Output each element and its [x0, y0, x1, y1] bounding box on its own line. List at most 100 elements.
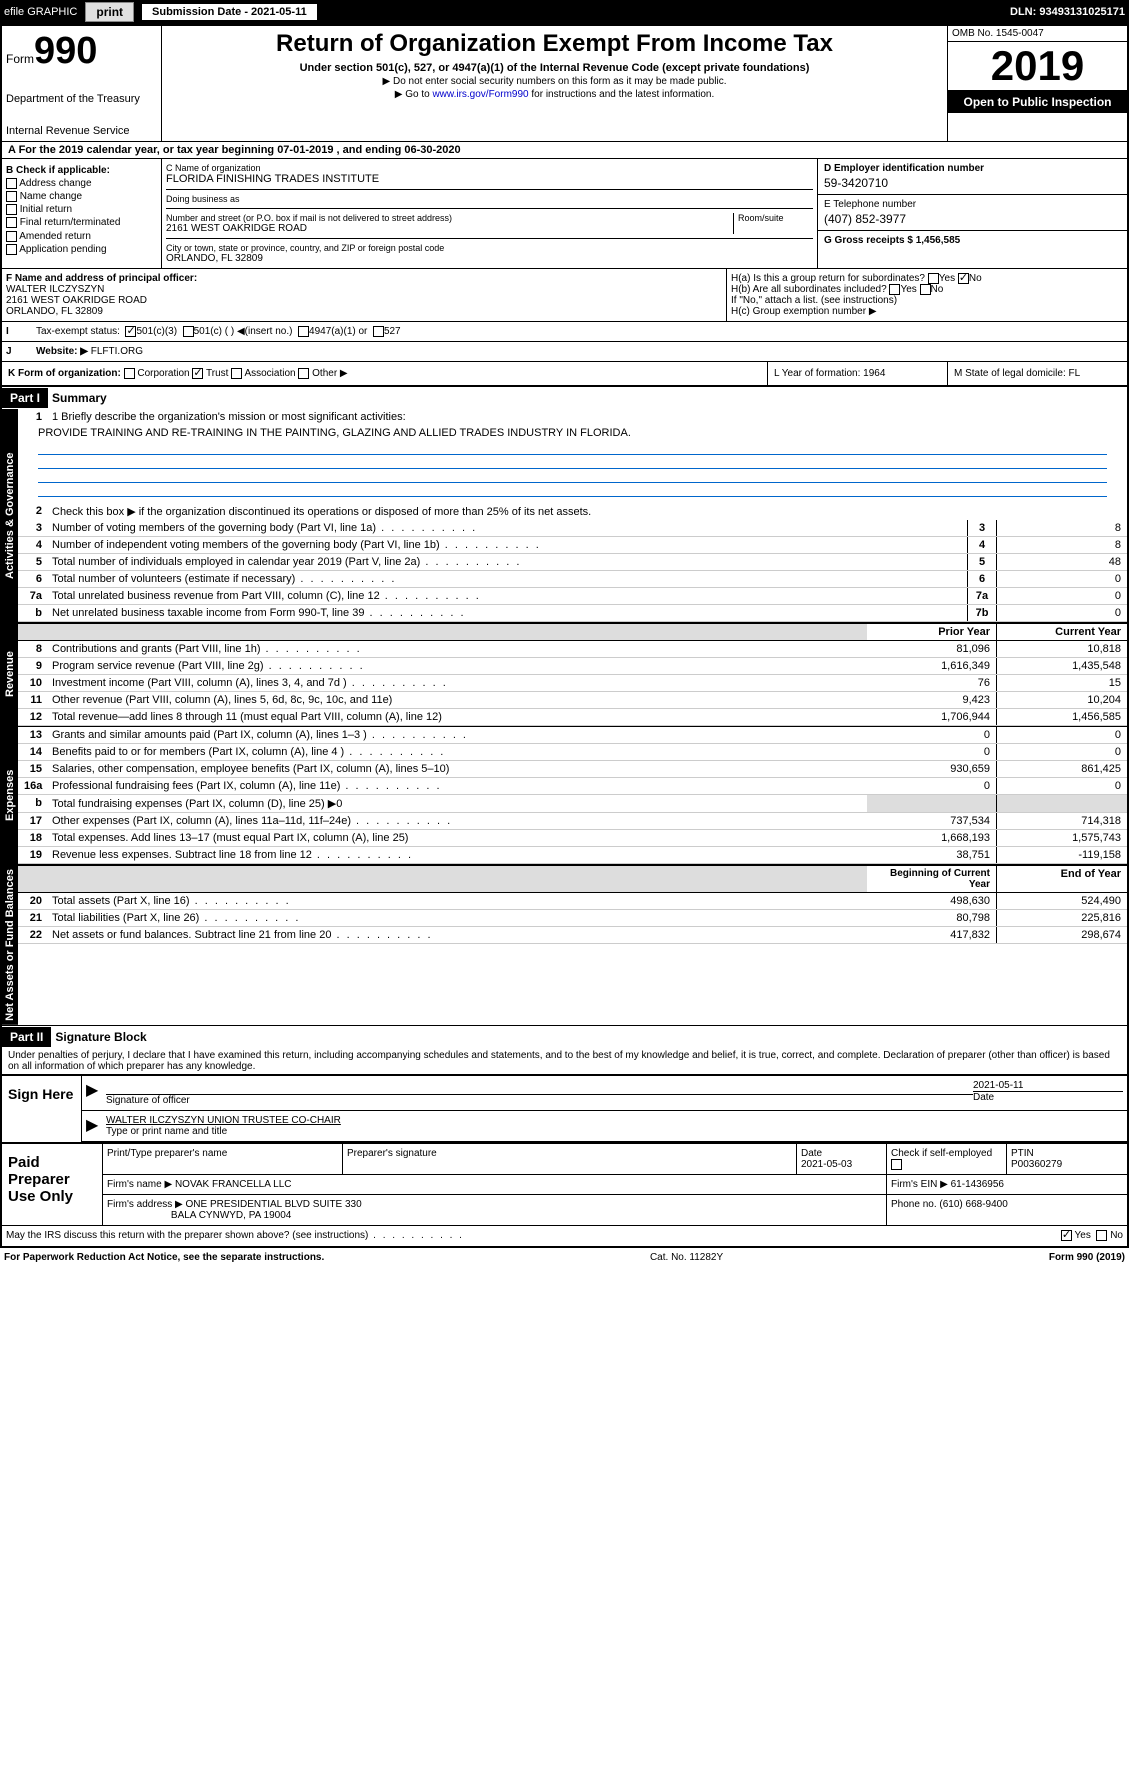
assoc-label: Association — [244, 368, 295, 379]
print-button[interactable]: print — [85, 2, 134, 22]
form-container: Form 990 Department of the Treasury Inte… — [0, 24, 1129, 1248]
name-address-column: C Name of organization FLORIDA FINISHING… — [162, 159, 817, 268]
discuss-text: May the IRS discuss this return with the… — [6, 1230, 368, 1241]
firm-phone: (610) 668-9400 — [939, 1199, 1007, 1210]
side-label-ag: Activities & Governance — [2, 409, 18, 622]
line10-text: Investment income (Part VIII, column (A)… — [48, 675, 867, 691]
corp-checkbox[interactable] — [124, 368, 135, 379]
firm-name-label: Firm's name ▶ — [107, 1179, 172, 1190]
tax-exempt-row: I Tax-exempt status: 501(c)(3) 501(c) ( … — [2, 321, 1127, 341]
527-checkbox[interactable] — [373, 326, 384, 337]
check-column-b: B Check if applicable: Address change Na… — [2, 159, 162, 268]
tel-label: E Telephone number — [824, 199, 1121, 210]
revenue-section: Revenue Prior YearCurrent Year 8Contribu… — [2, 622, 1127, 726]
tax-period: A For the 2019 calendar year, or tax yea… — [2, 141, 1127, 158]
form-word: Form — [6, 52, 34, 66]
year-formation: L Year of formation: 1964 — [767, 362, 947, 385]
officer-name-label: Type or print name and title — [106, 1126, 1123, 1137]
officer-printed-name: WALTER ILCZYSZYN UNION TRUSTEE CO-CHAIR — [106, 1115, 1123, 1126]
501c-checkbox[interactable] — [183, 326, 194, 337]
open-public: Open to Public Inspection — [948, 91, 1127, 113]
dba-label: Doing business as — [166, 194, 813, 204]
line6-text: Total number of volunteers (estimate if … — [48, 571, 967, 587]
note-ssn: ▶ Do not enter social security numbers o… — [166, 76, 943, 87]
line4-box: 4 — [967, 537, 997, 553]
final-return-checkbox[interactable] — [6, 217, 17, 228]
hc-label: H(c) Group exemption number ▶ — [731, 306, 1123, 317]
footer-mid: Cat. No. 11282Y — [650, 1252, 723, 1263]
firm-addr-label: Firm's address ▶ — [107, 1199, 183, 1210]
group-return-info: H(a) Is this a group return for subordin… — [727, 269, 1127, 321]
other-checkbox[interactable] — [298, 368, 309, 379]
discuss-yes-checkbox[interactable] — [1061, 1230, 1072, 1241]
sig-arrow-icon: ▶ — [86, 1115, 106, 1137]
line7a-text: Total unrelated business revenue from Pa… — [48, 588, 967, 604]
omb-number: OMB No. 1545-0047 — [948, 26, 1127, 42]
line10-prior: 76 — [867, 675, 997, 691]
assoc-checkbox[interactable] — [231, 368, 242, 379]
footer-row: For Paperwork Reduction Act Notice, see … — [0, 1248, 1129, 1267]
paid-preparer-section: Paid Preparer Use Only Print/Type prepar… — [2, 1142, 1127, 1225]
trust-checkbox[interactable] — [192, 368, 203, 379]
line3-text: Number of voting members of the governin… — [48, 520, 967, 536]
addr-change-checkbox[interactable] — [6, 178, 17, 189]
website-label: Website: ▶ — [36, 346, 88, 357]
line13-text: Grants and similar amounts paid (Part IX… — [48, 727, 867, 743]
line10-curr: 15 — [997, 675, 1127, 691]
main-title: Return of Organization Exempt From Incom… — [166, 30, 943, 58]
line2-text: Check this box ▶ if the organization dis… — [52, 506, 591, 518]
officer-info: F Name and address of principal officer:… — [2, 269, 727, 321]
line8-curr: 10,818 — [997, 641, 1127, 657]
line19-curr: -119,158 — [997, 847, 1127, 863]
line16a-curr: 0 — [997, 778, 1127, 794]
501c3-checkbox[interactable] — [125, 326, 136, 337]
self-employed-checkbox[interactable] — [891, 1159, 902, 1170]
line13-curr: 0 — [997, 727, 1127, 743]
mission-line — [38, 455, 1107, 469]
firm-addr2: BALA CYNWYD, PA 19004 — [171, 1210, 291, 1221]
hb-yes-checkbox[interactable] — [889, 284, 900, 295]
discuss-no-label: No — [1110, 1231, 1123, 1242]
gross-receipts: G Gross receipts $ 1,456,585 — [824, 235, 1121, 246]
line12-text: Total revenue—add lines 8 through 11 (mu… — [48, 709, 867, 725]
line16a-prior: 0 — [867, 778, 997, 794]
subtitle: Under section 501(c), 527, or 4947(a)(1)… — [166, 62, 943, 74]
sign-here-label: Sign Here — [2, 1076, 82, 1142]
amended-label: Amended return — [19, 231, 91, 242]
paid-check-label: Check if self-employed — [891, 1148, 992, 1159]
line4-val: 8 — [997, 537, 1127, 553]
org-address: 2161 WEST OAKRIDGE ROAD — [166, 223, 733, 234]
ha-yes-checkbox[interactable] — [928, 273, 939, 284]
part2-title: Signature Block — [51, 1026, 150, 1048]
top-header-bar: efile GRAPHIC print Submission Date - 20… — [0, 0, 1129, 24]
form-number: 990 — [34, 30, 97, 73]
dept-irs: Internal Revenue Service — [6, 125, 157, 137]
line1-label: 1 Briefly describe the organization's mi… — [48, 409, 1127, 425]
final-return-label: Final return/terminated — [20, 218, 121, 229]
firm-name: NOVAK FRANCELLA LLC — [175, 1179, 292, 1190]
line18-prior: 1,668,193 — [867, 830, 997, 846]
discuss-no-checkbox[interactable] — [1096, 1230, 1107, 1241]
firm-addr1: ONE PRESIDENTIAL BLVD SUITE 330 — [186, 1199, 362, 1210]
prep-sig-label: Preparer's signature — [343, 1144, 797, 1174]
state-domicile: M State of legal domicile: FL — [947, 362, 1127, 385]
app-pending-checkbox[interactable] — [6, 244, 17, 255]
city-label: City or town, state or province, country… — [166, 243, 813, 253]
4947-checkbox[interactable] — [298, 326, 309, 337]
ein-value: 59-3420710 — [824, 176, 1121, 190]
hb-no-checkbox[interactable] — [920, 284, 931, 295]
line17-prior: 737,534 — [867, 813, 997, 829]
amended-checkbox[interactable] — [6, 231, 17, 242]
name-change-checkbox[interactable] — [6, 191, 17, 202]
officer-name: WALTER ILCZYSZYN — [6, 284, 722, 295]
form990-link[interactable]: www.irs.gov/Form990 — [432, 89, 528, 100]
form-header: Form 990 Department of the Treasury Inte… — [2, 26, 1127, 141]
line11-curr: 10,204 — [997, 692, 1127, 708]
prior-year-header: Prior Year — [867, 624, 997, 640]
ha-no-checkbox[interactable] — [958, 273, 969, 284]
current-year-header: Current Year — [997, 624, 1127, 640]
line17-curr: 714,318 — [997, 813, 1127, 829]
line19-text: Revenue less expenses. Subtract line 18 … — [48, 847, 867, 863]
initial-return-checkbox[interactable] — [6, 204, 17, 215]
line18-curr: 1,575,743 — [997, 830, 1127, 846]
